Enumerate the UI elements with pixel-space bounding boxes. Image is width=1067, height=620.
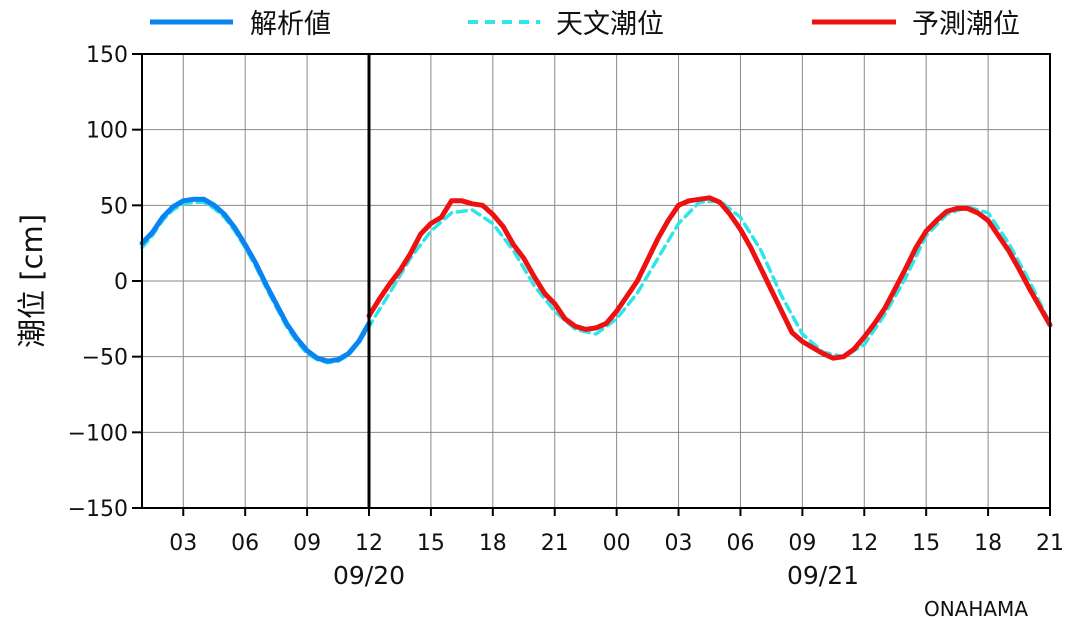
y-tick-label: −50: [82, 346, 128, 371]
series-line-forecast: [366, 195, 1053, 361]
x-tick-label: 18: [974, 531, 1002, 556]
y-axis-label: 潮位 [cm]: [15, 214, 49, 348]
y-tick-label: 100: [86, 119, 128, 144]
date-label: 09/20: [333, 561, 405, 590]
x-tick-label: 09: [788, 531, 816, 556]
y-tick-label: −100: [68, 421, 128, 446]
legend: 解析値 天文潮位 予測潮位: [150, 9, 1020, 40]
x-tick-label: 12: [355, 531, 383, 556]
y-axis: 150 100 50 0 −50 −100 −150: [68, 43, 142, 522]
x-tick-label: 15: [417, 531, 445, 556]
legend-label-forecast: 予測潮位: [912, 9, 1020, 40]
station-name: ONAHAMA: [924, 597, 1028, 620]
x-tick-label: 09: [293, 531, 321, 556]
series-lines: [139, 195, 1053, 365]
x-tick-label: 15: [912, 531, 940, 556]
x-tick-label: 06: [231, 531, 259, 556]
grid: [142, 54, 1050, 508]
y-tick-label: −150: [68, 497, 128, 522]
date-label: 09/21: [787, 561, 859, 590]
date-labels: 09/20 09/21: [333, 561, 859, 590]
x-tick-label: 18: [479, 531, 507, 556]
x-axis: 03 06 09 12 15 18 21 00 03 06 09 12 15 18 21: [169, 508, 1064, 556]
x-tick-label: 00: [603, 531, 631, 556]
series-line-analysis: [139, 196, 372, 364]
series-line-astronomical: [140, 199, 1052, 365]
x-tick-label: 03: [665, 531, 693, 556]
x-tick-label: 21: [541, 531, 569, 556]
x-tick-label: 12: [850, 531, 878, 556]
legend-label-astronomical: 天文潮位: [556, 9, 664, 40]
y-tick-label: 0: [114, 270, 128, 295]
y-tick-label: 50: [100, 194, 128, 219]
x-tick-label: 21: [1036, 531, 1064, 556]
x-tick-label: 06: [726, 531, 754, 556]
y-tick-label: 150: [86, 43, 128, 68]
legend-label-analysis: 解析値: [250, 9, 331, 40]
x-tick-label: 03: [169, 531, 197, 556]
